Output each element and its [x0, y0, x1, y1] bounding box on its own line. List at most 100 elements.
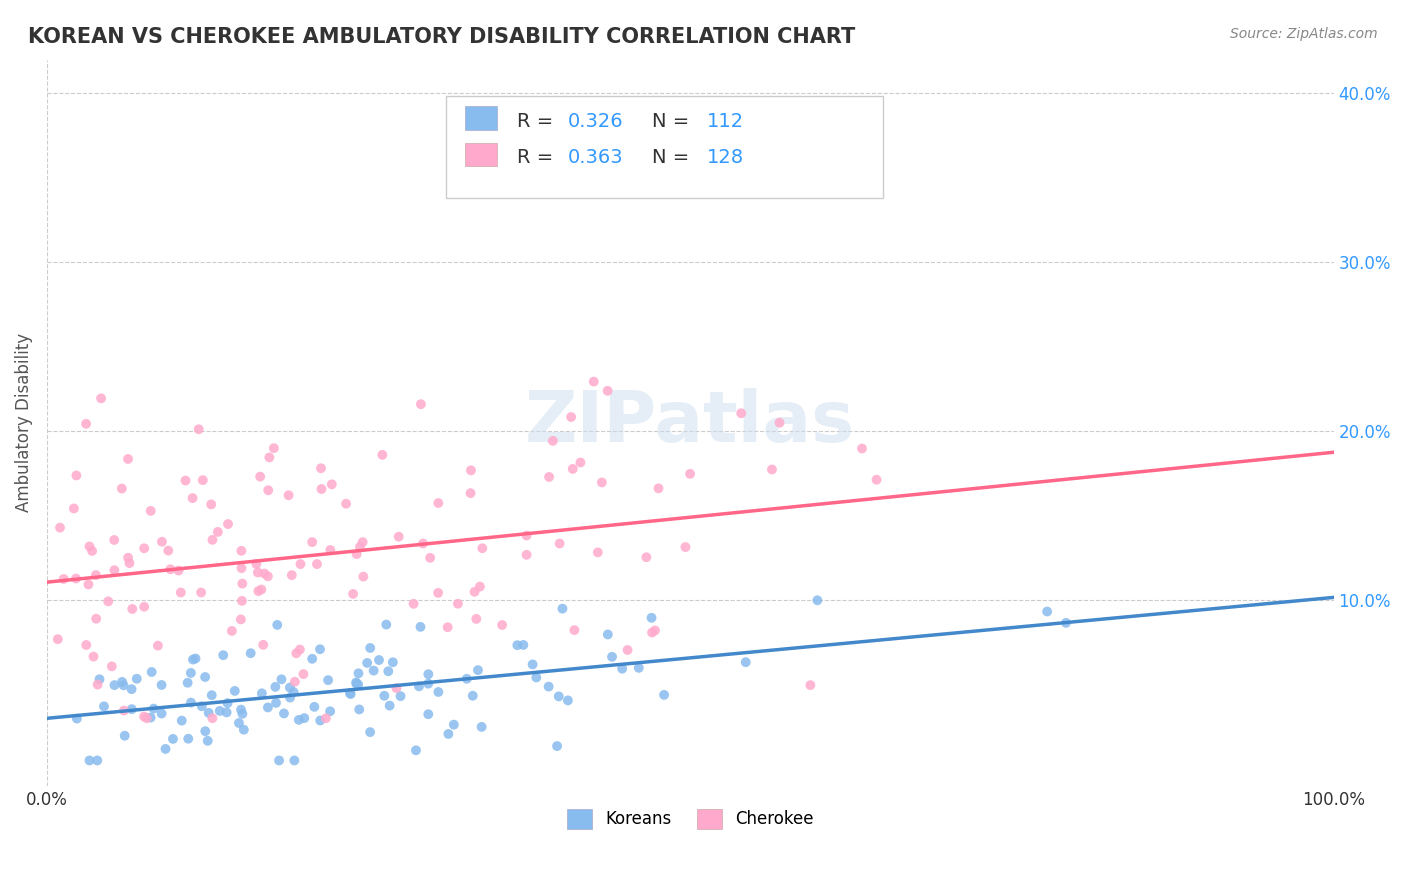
Point — [86, 677, 108, 691]
Point — [111, 482, 134, 496]
Point — [734, 655, 756, 669]
Point — [221, 624, 243, 638]
Point — [443, 717, 465, 731]
Point — [541, 434, 564, 448]
Point — [471, 720, 494, 734]
Point — [141, 665, 163, 679]
Point — [339, 686, 361, 700]
Point — [319, 704, 342, 718]
Point — [66, 712, 89, 726]
Point — [373, 689, 395, 703]
Text: N =: N = — [651, 148, 695, 167]
Point — [46, 632, 69, 647]
Point — [112, 704, 135, 718]
Point — [516, 548, 538, 562]
Text: R =: R = — [516, 148, 560, 167]
Point — [564, 623, 586, 637]
Point — [112, 678, 135, 692]
Point — [75, 417, 97, 431]
Point — [121, 602, 143, 616]
Point — [257, 569, 280, 583]
Point — [799, 678, 821, 692]
Point — [560, 410, 582, 425]
Point — [278, 681, 301, 695]
Point — [139, 504, 162, 518]
Point — [191, 699, 214, 714]
Point — [761, 462, 783, 476]
Point — [612, 662, 634, 676]
Point — [288, 713, 311, 727]
Point — [65, 572, 87, 586]
Point — [371, 448, 394, 462]
Point — [224, 684, 246, 698]
Point — [288, 642, 311, 657]
Point — [309, 714, 332, 728]
Point — [139, 710, 162, 724]
Point — [93, 699, 115, 714]
Point — [647, 482, 669, 496]
Point — [184, 651, 207, 665]
Text: R =: R = — [516, 112, 560, 131]
Point — [447, 597, 470, 611]
Point — [111, 674, 134, 689]
Point — [359, 640, 381, 655]
Point — [170, 585, 193, 599]
Point — [730, 406, 752, 420]
Point — [409, 397, 432, 411]
Point — [359, 725, 381, 739]
Point — [538, 470, 561, 484]
Point — [90, 392, 112, 406]
Point — [305, 557, 328, 571]
Point — [389, 689, 412, 703]
Point — [427, 586, 450, 600]
Point — [292, 711, 315, 725]
Point — [194, 724, 217, 739]
Point — [344, 676, 367, 690]
Point — [644, 624, 666, 638]
Point — [806, 593, 828, 607]
Point — [208, 704, 231, 718]
Point — [212, 648, 235, 663]
Point — [150, 678, 173, 692]
Text: 0.363: 0.363 — [568, 148, 624, 167]
Point — [121, 702, 143, 716]
Text: 112: 112 — [707, 112, 744, 131]
Point — [346, 547, 368, 561]
Point — [79, 540, 101, 554]
Point — [278, 690, 301, 705]
Point — [194, 670, 217, 684]
Point — [281, 568, 304, 582]
Point — [239, 646, 262, 660]
Point — [537, 680, 560, 694]
Point — [231, 543, 253, 558]
Point — [228, 716, 250, 731]
Point — [557, 693, 579, 707]
Point — [181, 491, 204, 505]
Point — [460, 463, 482, 477]
Point — [257, 483, 280, 498]
Point — [285, 646, 308, 660]
Point — [522, 657, 544, 672]
Point — [200, 497, 222, 511]
Point — [231, 561, 253, 575]
Point — [768, 416, 790, 430]
Point — [86, 754, 108, 768]
Point — [418, 676, 440, 690]
Point — [352, 569, 374, 583]
Point — [125, 672, 148, 686]
Point — [627, 661, 650, 675]
Point — [170, 714, 193, 728]
Point — [865, 473, 887, 487]
Point — [197, 706, 219, 720]
Point — [679, 467, 702, 481]
Point — [162, 731, 184, 746]
Point — [515, 528, 537, 542]
Point — [97, 594, 120, 608]
Point — [356, 656, 378, 670]
Point — [266, 618, 288, 632]
Point — [117, 452, 139, 467]
Text: 128: 128 — [707, 148, 744, 167]
Point — [352, 535, 374, 549]
Point — [191, 473, 214, 487]
Point — [464, 584, 486, 599]
